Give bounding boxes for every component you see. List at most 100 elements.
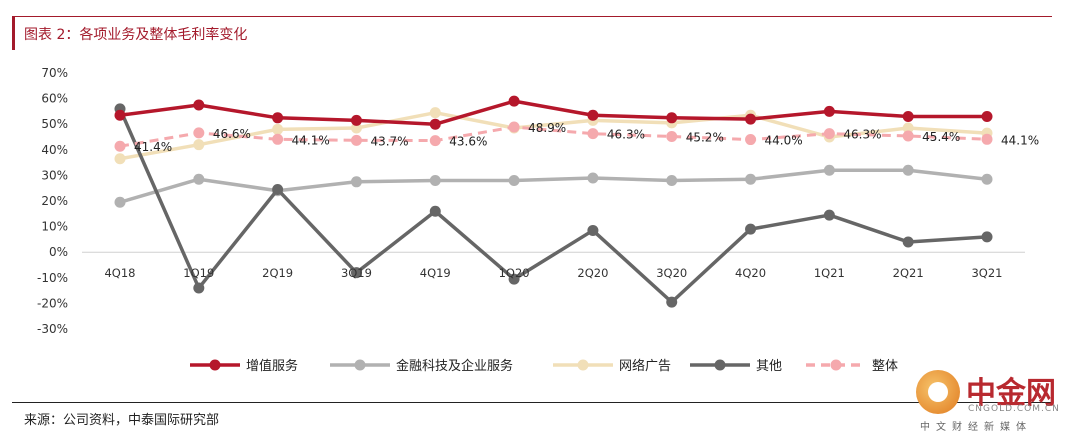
data-label: 44.1% — [292, 133, 330, 147]
x-tick-label: 4Q19 — [420, 266, 451, 280]
legend-marker — [354, 359, 366, 371]
data-point — [902, 122, 914, 134]
watermark-url: CNGOLD.COM.CN — [968, 404, 1060, 414]
series-line — [119, 168, 988, 204]
data-point — [350, 122, 362, 134]
legend-marker — [830, 359, 842, 371]
legend-item: 整体 — [806, 359, 898, 374]
data-point — [823, 164, 835, 176]
legend-item: 金融科技及企业服务 — [330, 358, 513, 374]
legend-item: 网络广告 — [553, 358, 671, 374]
data-point — [508, 273, 520, 285]
data-point — [666, 112, 678, 124]
data-point — [272, 123, 284, 135]
axis-layer: 70% 60% 50% 40% 30% 20% 10% 0% -10% -20% -30% — [37, 66, 1025, 336]
data-point — [981, 173, 993, 185]
title-bar: 图表 2：各项业务及整体毛利率变化 — [12, 16, 1052, 50]
x-tick-label: 3Q19 — [341, 266, 372, 280]
data-point — [429, 135, 441, 147]
x-tick-label: 1Q21 — [814, 266, 845, 280]
data-point — [587, 172, 599, 184]
data-point — [114, 153, 126, 165]
watermark-name: 中金网 — [966, 376, 1056, 411]
data-label: 43.6% — [449, 135, 487, 149]
data-point — [666, 296, 678, 308]
series-增值服务 — [114, 95, 993, 130]
legend-label: 网络广告 — [619, 358, 671, 374]
data-point — [114, 109, 126, 121]
data-label: 48.9% — [528, 121, 566, 135]
data-label: 43.7% — [370, 134, 408, 148]
title-accent-bar — [12, 16, 15, 50]
y-tick-label: 70% — [41, 66, 68, 80]
data-label: 44.0% — [765, 134, 803, 148]
data-point — [350, 134, 362, 146]
legend-item: 其他 — [690, 359, 782, 374]
data-point — [587, 224, 599, 236]
y-tick-label: -30% — [37, 322, 68, 336]
y-tick-label: 40% — [41, 143, 68, 157]
data-point — [508, 175, 520, 187]
title-divider — [12, 16, 1052, 17]
data-label: 41.4% — [134, 140, 172, 154]
data-point — [114, 140, 126, 152]
series-金融科技及企业服务 — [114, 164, 993, 208]
y-tick-label: 30% — [41, 168, 68, 182]
y-tick-label: -20% — [37, 296, 68, 310]
legend-marker — [209, 359, 221, 371]
watermark-logo: 中金网 CNGOLD.COM.CN 中文财经新媒体 — [916, 368, 1066, 438]
y-tick-label: -10% — [37, 271, 68, 285]
watermark-emblem-icon — [916, 370, 960, 414]
x-tick-label: 2Q21 — [893, 266, 924, 280]
data-point — [666, 175, 678, 187]
legend-marker — [714, 359, 726, 371]
data-point — [745, 134, 757, 146]
data-point — [272, 112, 284, 124]
x-tick-label: 4Q18 — [104, 266, 135, 280]
x-tick-label: 2Q19 — [262, 266, 293, 280]
series-line — [118, 108, 988, 304]
watermark-slogan: 中文财经新媒体 — [920, 422, 1032, 433]
data-point — [745, 113, 757, 125]
data-point — [981, 133, 993, 145]
series-layer — [114, 95, 993, 308]
data-label: 45.2% — [686, 130, 724, 144]
x-tick-label: 1Q19 — [183, 266, 214, 280]
data-point — [350, 114, 362, 126]
data-point — [429, 175, 441, 187]
legend-label: 其他 — [756, 359, 782, 374]
data-point — [193, 139, 205, 151]
data-point — [823, 209, 835, 221]
series-其他 — [114, 103, 993, 308]
legend-label: 整体 — [872, 359, 898, 374]
data-point — [508, 95, 520, 107]
footer-divider — [12, 402, 1052, 403]
data-point — [587, 128, 599, 140]
data-point — [193, 127, 205, 139]
data-point — [429, 107, 441, 119]
data-point — [587, 109, 599, 121]
data-point — [902, 236, 914, 248]
data-point — [902, 164, 914, 176]
data-point — [823, 105, 835, 117]
data-point — [193, 282, 205, 294]
data-point — [193, 173, 205, 185]
y-tick-label: 50% — [41, 117, 68, 131]
data-point — [508, 121, 520, 133]
legend-label: 增值服务 — [246, 358, 298, 374]
data-point — [666, 130, 678, 142]
legend-label: 金融科技及企业服务 — [396, 358, 513, 374]
series-整体 — [114, 121, 993, 152]
data-label: 46.6% — [213, 127, 251, 141]
data-label: 46.3% — [607, 128, 645, 142]
legend-marker — [577, 359, 589, 371]
legend-item: 增值服务 — [190, 358, 298, 374]
data-point — [114, 196, 126, 208]
data-label: 46.3% — [843, 128, 881, 142]
data-label-layer: 4Q18 1Q19 2Q19 3Q19 4Q19 1Q20 2Q20 3Q20 4Q20 1Q21… — [104, 121, 1039, 280]
x-tick-label: 3Q21 — [971, 266, 1002, 280]
data-point — [981, 231, 993, 243]
data-point — [429, 205, 441, 217]
series-line — [119, 99, 987, 126]
